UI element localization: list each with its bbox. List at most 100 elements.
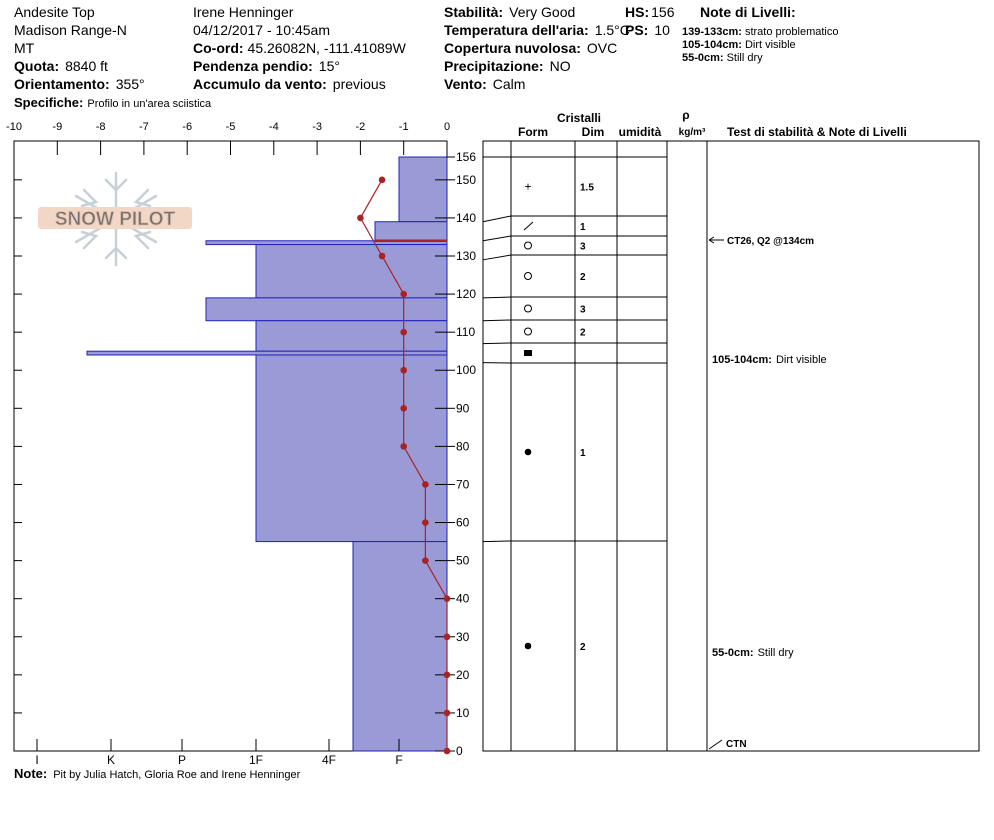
hs-label: HS:: [625, 4, 649, 20]
grain-form-icon: [523, 221, 534, 231]
temperatura-value: 1.5°C: [595, 22, 630, 38]
temperature-point: [422, 557, 429, 564]
depth-tick-label: 60: [456, 516, 470, 530]
layer-connector: [482, 254, 512, 261]
hardness-bar: [255, 320, 448, 352]
temperature-point: [400, 366, 408, 374]
temp-tick-label: -8: [96, 121, 106, 133]
orientamento-label: Orientamento:: [14, 76, 110, 92]
temperature-line: [359, 179, 448, 751]
stabilita-value: Very Good: [509, 4, 575, 20]
grain-form-icon: [524, 642, 532, 650]
pendenza-label: Pendenza pendio:: [193, 58, 313, 74]
svg-text:Orientamento:355°: Orientamento: 355°: [14, 76, 145, 92]
svg-text:Pendenza pendio:15°: Pendenza pendio: 15°: [193, 58, 340, 74]
header-location: Andesite Top Madison Range-N MT Quota: 88…: [14, 4, 212, 110]
grain-form-icon: +: [524, 180, 531, 194]
layer-rows: +1.5 1 3 2 3 2 1 2: [482, 156, 667, 653]
note-range: 55-0cm:: [682, 52, 724, 64]
observation-datetime: 04/12/2017 - 10:45am: [193, 22, 330, 38]
hardness-bar: [374, 221, 448, 242]
depth-tick-label: 140: [456, 211, 476, 225]
header-observation: Irene Henninger 04/12/2017 - 10:45am Co-…: [193, 4, 407, 92]
hardness-bar: [398, 156, 448, 223]
hs-value: 156: [651, 4, 675, 20]
temp-tick-label: -9: [52, 121, 62, 133]
temperature-point: [378, 176, 386, 184]
footer-label: Note:: [14, 766, 47, 781]
depth-tick-label: 90: [456, 401, 470, 415]
temperature-point: [400, 328, 408, 336]
grain-form-icon: [524, 327, 532, 336]
depth-tick-label: 0: [456, 744, 463, 758]
vento-label: Vento:: [444, 76, 487, 92]
note-arrow: [708, 739, 723, 750]
depth-tick-label: 50: [456, 554, 470, 568]
stability-note: CTN: [726, 739, 747, 750]
temperature-point: [400, 443, 408, 450]
watermark-banner: [38, 207, 192, 229]
hardness-tick-label: K: [107, 753, 115, 767]
hardness-tick-label: F: [395, 753, 402, 767]
svg-text:105-104cm:Dirt visible: 105-104cm: Dirt visible: [682, 39, 796, 51]
grain-size-value: 2: [580, 272, 586, 283]
grain-size-value: 3: [580, 305, 586, 316]
svg-text:55-0cm:Still dry: 55-0cm: Still dry: [682, 52, 763, 64]
dim-header: Dim: [582, 125, 605, 139]
stability-notes-header: Test di stabilità & Note di Livelli: [727, 125, 907, 139]
temperature-point: [443, 671, 451, 679]
stability-note-text: Still dry: [758, 647, 795, 659]
stability-note: 105-104cm: Dirt visible: [712, 354, 827, 366]
hardness-tick-label: 4F: [322, 753, 336, 767]
grain-size-value: 2: [580, 328, 586, 339]
hardness-bar: [255, 354, 448, 543]
grain-form-icon: [524, 304, 532, 313]
svg-text:HS:156: HS: 156: [625, 4, 675, 20]
watermark-text: SNOW PILOT: [55, 209, 176, 230]
precipitazione-value: NO: [550, 58, 571, 74]
rho-header: ρ: [682, 108, 689, 122]
note-text: Still dry: [727, 52, 764, 64]
layer-connector: [482, 296, 512, 299]
temp-tick-label: -1: [399, 121, 409, 133]
temperature-axis: -10 -9 -8 -7 -6 -5 -4 -3 -2 -1 0: [6, 121, 450, 155]
stability-note: 55-0cm: Still dry: [712, 647, 794, 659]
svg-text:139-133cm:strato problematico: 139-133cm: strato problematico: [682, 26, 838, 38]
temp-tick-label: -4: [269, 121, 279, 133]
depth-tick-label: 80: [456, 439, 470, 453]
layer-table: Cristalli Form Dim umidità ρ kg/m³ Test …: [482, 108, 980, 752]
copertura-label: Copertura nuvolosa:: [444, 40, 581, 56]
coord-value: 45.26082N, -111.41089W: [248, 40, 407, 56]
layer-connector: [482, 319, 512, 322]
snowpilot-logo: SNOW PILOT: [38, 171, 192, 267]
depth-top-label: 156: [456, 150, 476, 164]
grain-size-value: 2: [580, 642, 586, 653]
grain-size-value: 1: [580, 222, 586, 233]
temperature-point: [443, 747, 451, 755]
svg-text:Note:Pit by Julia Hatch, Glori: Note: Pit by Julia Hatch, Gloria Roe and …: [14, 766, 301, 781]
svg-text:PS:10: PS: 10: [625, 22, 670, 38]
hardness-bar: [352, 541, 448, 752]
svg-text:Temperatura dell'aria:1.5°C: Temperatura dell'aria: 1.5°C: [444, 22, 630, 38]
svg-text:Accumulo da vento:previous: Accumulo da vento: previous: [193, 76, 386, 92]
accumulo-value: previous: [333, 76, 386, 92]
temperature-point: [443, 633, 451, 641]
svg-text:Stabilità:Very Good: Stabilità: Very Good: [444, 4, 575, 20]
temp-tick-label: -10: [6, 121, 22, 133]
depth-tick-label: 20: [456, 668, 470, 682]
temperature-point: [443, 709, 451, 717]
temp-tick-label: 0: [444, 121, 450, 133]
umidita-header: umidità: [619, 125, 662, 139]
hardness-axis: I K P 1F 4F F: [35, 739, 403, 767]
grain-form-icon: [524, 350, 532, 356]
temperatura-label: Temperatura dell'aria:: [444, 22, 589, 38]
coord-label: Co-ord:: [193, 40, 244, 56]
note-range: 105-104cm:: [682, 39, 742, 51]
note-range: 139-133cm:: [682, 26, 742, 38]
depth-axis: 0 10 20 30 40 50 60 70 80 90 100 110 120 130 140 150 156: [14, 150, 476, 758]
grain-size-value: 1: [580, 448, 586, 459]
temperature-point: [443, 595, 451, 602]
specifiche-value: Profilo in un'area sciistica: [87, 98, 212, 110]
temperature-point: [400, 290, 408, 298]
grain-form-icon: [524, 241, 532, 250]
